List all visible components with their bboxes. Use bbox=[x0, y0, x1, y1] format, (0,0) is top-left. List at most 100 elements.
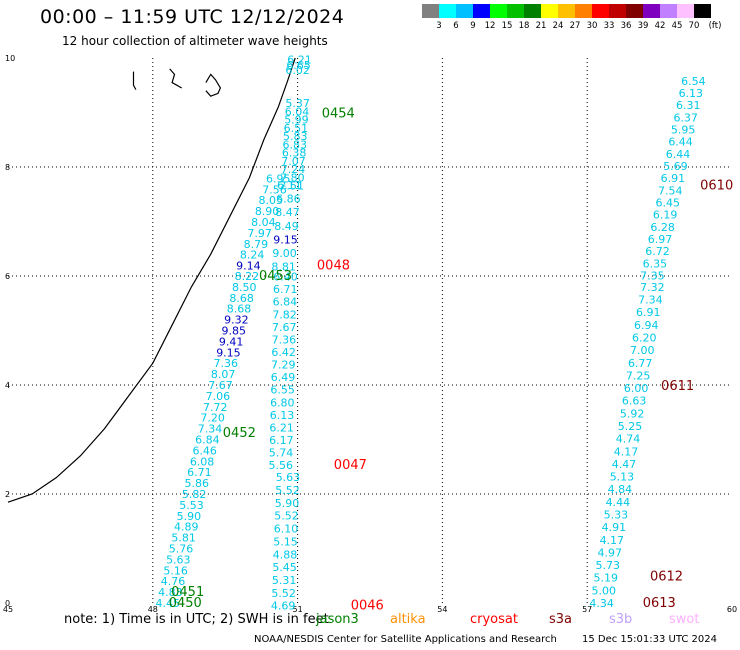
wave-height-label: 6.86 bbox=[276, 193, 301, 206]
wave-height-label: 8.22 bbox=[235, 270, 260, 283]
satellite-altika: altika bbox=[390, 612, 426, 627]
wave-height-label: 4.44 bbox=[606, 496, 631, 509]
wave-height-label: 6.91 bbox=[636, 306, 661, 319]
wave-height-label: 5.90 bbox=[275, 497, 300, 510]
pass-id-label: 0611 bbox=[661, 379, 694, 394]
wave-height-label: 5.16 bbox=[163, 564, 188, 577]
legend-labels: 3 6 9 12 15 18 21 24 27 30 33 36 39 42 45 70 (ft) bbox=[422, 18, 721, 32]
coastline bbox=[7, 57, 296, 503]
wave-height-label: 8.68 bbox=[229, 292, 254, 305]
wave-height-label: 6.80 bbox=[270, 396, 295, 409]
wave-height-label: 6.00 bbox=[624, 382, 649, 395]
legend-label: 3 bbox=[436, 21, 442, 31]
legend-swatches bbox=[422, 4, 711, 18]
wave-height-label: 5.81 bbox=[171, 532, 196, 545]
wave-height-label: 4.47 bbox=[612, 458, 637, 471]
wave-height-label: 6.46 bbox=[192, 444, 217, 457]
x-tick-label: 45 bbox=[3, 605, 13, 614]
wave-height-label: 5.52 bbox=[271, 587, 296, 600]
legend-swatch bbox=[456, 4, 473, 18]
wave-height-label: 8.24 bbox=[240, 249, 265, 262]
wave-height-label: 6.65 bbox=[286, 59, 311, 72]
satellite-swot: swot bbox=[669, 612, 700, 627]
wave-height-label: 6.21 bbox=[287, 54, 312, 67]
wave-height-label: 6.49 bbox=[271, 371, 296, 384]
wave-height-label: 4.69 bbox=[271, 600, 296, 613]
wave-height-label: 6.51 bbox=[284, 122, 309, 135]
legend-swatch bbox=[507, 4, 524, 18]
legend-swatch bbox=[677, 4, 694, 18]
wave-height-label: 5.76 bbox=[169, 543, 194, 556]
wave-height-label: 7.25 bbox=[626, 369, 651, 382]
legend-label: 36 bbox=[620, 21, 632, 31]
wave-height-label: 6.94 bbox=[634, 319, 659, 332]
pass-id-label: 0453 bbox=[259, 269, 292, 284]
wave-height-label: 6.95 bbox=[266, 172, 291, 185]
wave-height-label: 6.31 bbox=[676, 99, 701, 112]
wave-height-label: 6.91 bbox=[661, 172, 686, 185]
wave-height-label: 5.15 bbox=[273, 535, 298, 548]
wave-height-label: 6.42 bbox=[271, 346, 296, 359]
wave-height-label: 4.17 bbox=[600, 534, 625, 547]
wave-height-label: 6.45 bbox=[655, 196, 680, 209]
wave-height-label: 5.82 bbox=[182, 488, 207, 501]
wave-height-label: 5.13 bbox=[610, 471, 635, 484]
pass-id-label: 0450 bbox=[169, 596, 202, 611]
wave-height-label: 4.76 bbox=[161, 575, 186, 588]
wave-height-label: 6.40 bbox=[273, 271, 298, 284]
y-tick-label: 2 bbox=[5, 490, 10, 499]
wave-height-label: 5.74 bbox=[269, 447, 294, 460]
wave-height-label: 6.10 bbox=[274, 523, 299, 536]
wave-height-label: 5.53 bbox=[179, 499, 204, 512]
wave-height-label: 4.84 bbox=[608, 483, 633, 496]
legend-label: 6 bbox=[453, 21, 459, 31]
wave-height-label: 7.67 bbox=[208, 379, 233, 392]
wave-height-label: 5.73 bbox=[596, 559, 621, 572]
wave-height-label: 8.81 bbox=[271, 261, 296, 274]
wave-height-label: 9.32 bbox=[224, 314, 249, 327]
wave-height-label: 7.20 bbox=[200, 412, 225, 425]
wave-height-label: 6.55 bbox=[270, 384, 295, 397]
wave-height-label: 7.34 bbox=[638, 294, 663, 307]
legend-label: 9 bbox=[470, 21, 476, 31]
wave-height-label: 5.63 bbox=[276, 471, 301, 484]
wave-height-label: 6.11 bbox=[277, 179, 302, 192]
legend-swatch bbox=[694, 4, 711, 18]
wave-height-label: 7.00 bbox=[630, 344, 655, 357]
footer-note: note: 1) Time is in UTC; 2) SWH is in fe… bbox=[64, 612, 329, 627]
wave-height-label: 6.02 bbox=[285, 64, 310, 77]
island-outline bbox=[132, 71, 137, 90]
pass-id-label: 0047 bbox=[334, 458, 367, 473]
wave-height-label: 9.41 bbox=[219, 335, 244, 348]
wave-height-label: 4.17 bbox=[614, 445, 639, 458]
wave-height-label: 6.71 bbox=[273, 283, 298, 296]
wave-height-label: 5.00 bbox=[591, 584, 616, 597]
pass-id-label: 0048 bbox=[317, 259, 350, 274]
legend-swatch bbox=[439, 4, 456, 18]
wave-height-label: 8.04 bbox=[251, 216, 276, 229]
page-title: 00:00 – 11:59 UTC 12/12/2024 bbox=[40, 6, 345, 28]
wave-height-label: 4.34 bbox=[589, 597, 614, 610]
legend-swatch bbox=[422, 4, 439, 18]
x-tick-label: 57 bbox=[582, 605, 592, 614]
wave-height-label: 5.86 bbox=[185, 477, 210, 490]
x-tick-label: 48 bbox=[148, 605, 158, 614]
wave-height-label: 5.69 bbox=[663, 160, 688, 173]
satellite-s3b: s3b bbox=[609, 612, 633, 627]
pass-id-label: 0451 bbox=[171, 585, 204, 600]
legend-label: 39 bbox=[637, 21, 649, 31]
wave-height-label: 6.54 bbox=[681, 75, 706, 88]
wave-height-label: 7.35 bbox=[640, 269, 665, 282]
wave-height-label: 6.63 bbox=[622, 395, 647, 408]
legend-swatch bbox=[541, 4, 558, 18]
wave-height-label: 6.97 bbox=[648, 233, 673, 246]
wave-height-label: 5.52 bbox=[274, 510, 299, 523]
wave-height-label: 7.06 bbox=[206, 390, 231, 403]
wave-height-label: 5.83 bbox=[283, 130, 308, 143]
wave-height-label: 5.19 bbox=[593, 572, 618, 585]
y-tick-label: 10 bbox=[5, 54, 15, 63]
wave-height-label: 7.72 bbox=[203, 401, 228, 414]
y-tick-label: 6 bbox=[5, 272, 10, 281]
legend-label: (ft) bbox=[708, 21, 722, 31]
